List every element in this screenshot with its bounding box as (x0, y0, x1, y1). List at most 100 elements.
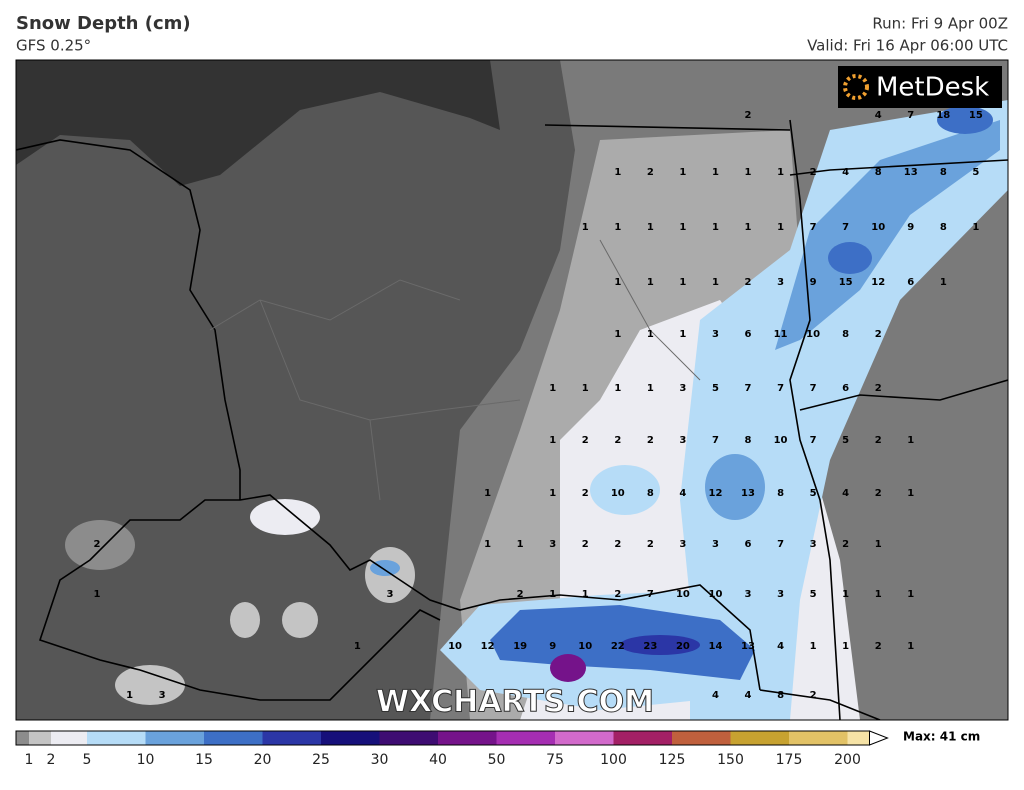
colorbar-segment (613, 731, 672, 745)
map-value: 1 (549, 435, 556, 446)
map-value: 1 (549, 383, 556, 394)
map-value: 2 (614, 589, 621, 600)
map-value: 1 (614, 383, 621, 394)
map-value: 7 (745, 383, 752, 394)
map-value: 1 (126, 690, 133, 701)
colorbar-segment (379, 731, 438, 745)
map-value: 1 (582, 383, 589, 394)
colorbar-segment (555, 731, 614, 745)
map-value: 19 (513, 641, 527, 652)
map-value: 2 (517, 589, 524, 600)
colorbar-segment (672, 731, 731, 745)
map-value: 7 (842, 222, 849, 233)
map-value: 23 (643, 641, 657, 652)
map-value: 6 (907, 277, 914, 288)
map-value: 2 (94, 539, 101, 550)
map-value: 1 (549, 488, 556, 499)
map-value: 1 (907, 641, 914, 652)
colorbar-segment (16, 731, 29, 745)
map-value: 4 (875, 110, 882, 121)
map-value: 12 (871, 277, 885, 288)
map-value: 2 (582, 488, 589, 499)
map-value: 5 (810, 589, 817, 600)
map-value: 4 (777, 641, 784, 652)
map-value: 13 (904, 167, 918, 178)
map-value: 18 (936, 110, 950, 121)
map-value: 10 (871, 222, 885, 233)
snow-area (230, 602, 260, 638)
colorbar-segment (87, 731, 146, 745)
map-value: 6 (842, 383, 849, 394)
map-value: 1 (679, 277, 686, 288)
map-value: 7 (777, 383, 784, 394)
map-value: 10 (578, 641, 592, 652)
map-value: 3 (679, 435, 686, 446)
map-value: 1 (745, 167, 752, 178)
map-value: 2 (875, 488, 882, 499)
map-value: 4 (745, 690, 752, 701)
colorbar-label: 175 (776, 752, 803, 768)
colorbar-segment (145, 731, 204, 745)
snow-area (250, 499, 320, 535)
map-value: 11 (774, 329, 788, 340)
map-value: 2 (810, 167, 817, 178)
map-value: 1 (907, 488, 914, 499)
map-value: 10 (448, 641, 462, 652)
map-value: 15 (839, 277, 853, 288)
border (16, 119, 1008, 720)
map-value: 2 (647, 435, 654, 446)
map-value: 5 (842, 435, 849, 446)
map-value: 10 (708, 589, 722, 600)
map-value: 5 (712, 383, 719, 394)
map-value: 8 (777, 690, 784, 701)
map-value: 10 (774, 435, 788, 446)
colorbar-segment (51, 731, 87, 745)
map-value: 1 (614, 277, 621, 288)
map-value: 3 (712, 539, 719, 550)
map-value: 2 (875, 329, 882, 340)
map-value: 1 (679, 222, 686, 233)
colorbar-segment (438, 731, 497, 745)
map-value: 2 (647, 539, 654, 550)
map-value: 13 (741, 641, 755, 652)
max-label: Max: 41 cm (903, 730, 980, 744)
snow-area (937, 106, 993, 134)
colorbar-label: 20 (254, 752, 272, 768)
snow-area (590, 465, 660, 515)
map-value: 2 (875, 641, 882, 652)
map-value: 1 (647, 383, 654, 394)
map-value: 1 (679, 329, 686, 340)
map-value: 3 (386, 589, 393, 600)
colorbar-label: 50 (488, 752, 506, 768)
logo: MetDesk (876, 73, 989, 103)
map-value: 1 (810, 641, 817, 652)
colorbar-segment (496, 731, 555, 745)
map-value: 2 (842, 539, 849, 550)
colorbar-label: 200 (834, 752, 861, 768)
map-value: 1 (94, 589, 101, 600)
colorbar-label: 10 (137, 752, 155, 768)
map-value: 2 (745, 277, 752, 288)
map-value: 3 (777, 277, 784, 288)
title: Snow Depth (cm) (16, 13, 191, 34)
map-value: 7 (810, 383, 817, 394)
map-value: 1 (842, 589, 849, 600)
colorbar-arrow (869, 730, 889, 746)
colorbar: 1 2 5 10 15 20 25 30 40 50 75 100 125 150 175 200 (15, 730, 889, 768)
snow-area (282, 602, 318, 638)
watermark: WXCHARTS.COM (376, 685, 654, 720)
map-value: 7 (647, 589, 654, 600)
map-value: 1 (582, 589, 589, 600)
map-frame (15, 59, 1009, 721)
map-value: 10 (676, 589, 690, 600)
map-value: 1 (614, 329, 621, 340)
map-value: 3 (679, 383, 686, 394)
map: 2 4 7 18 151 2 1 1 1 1 2 4 8 13 8 51 1 1 1 1 1 1 7 7 10 9 8 11 1 1 1 2 3… (15, 59, 1009, 721)
map-value: 4 (842, 167, 849, 178)
map-value: 8 (647, 488, 654, 499)
map-value: 1 (907, 589, 914, 600)
map-value: 2 (875, 435, 882, 446)
map-value: 1 (354, 641, 361, 652)
run: Run: Fri 9 Apr 00Z (872, 15, 1008, 33)
